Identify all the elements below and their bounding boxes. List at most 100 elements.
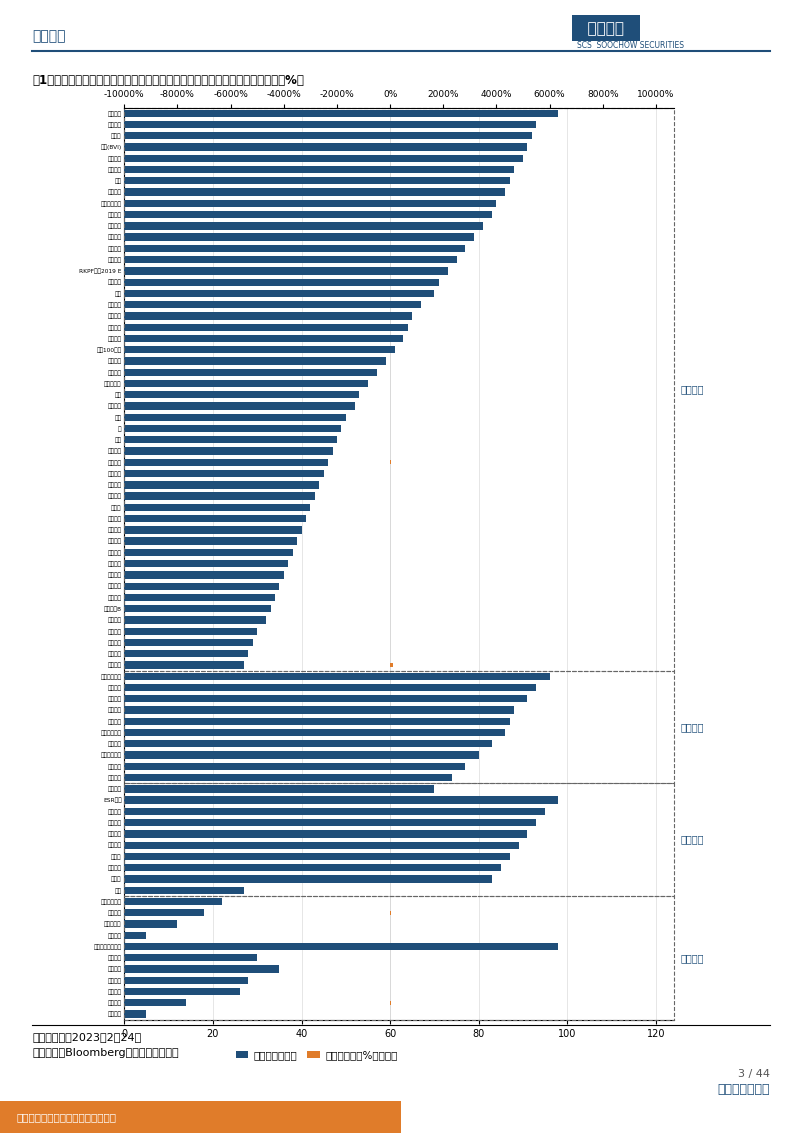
Bar [124, 717, 510, 725]
Bar [124, 628, 257, 634]
Text: 3 / 44: 3 / 44 [738, 1070, 770, 1079]
Bar [124, 391, 359, 399]
Bar [124, 785, 435, 792]
Text: 民营企业: 民营企业 [680, 384, 704, 394]
Bar [124, 965, 279, 973]
Bar [124, 324, 408, 331]
Bar [124, 650, 249, 657]
Bar [124, 425, 342, 432]
Bar [124, 290, 435, 297]
Text: 外资企业: 外资企业 [680, 953, 704, 963]
Text: 请务必阅读正文之后的免责声明部分: 请务必阅读正文之后的免责声明部分 [16, 1113, 116, 1122]
Bar [124, 729, 505, 736]
Text: 东吴证券研究所: 东吴证券研究所 [718, 1083, 770, 1097]
Bar [124, 346, 395, 353]
Bar [124, 133, 532, 139]
Bar [124, 696, 528, 702]
Bar [124, 954, 257, 962]
Bar [124, 999, 186, 1006]
Text: 公众企业: 公众企业 [680, 835, 704, 844]
Bar [124, 751, 479, 759]
Bar [124, 830, 528, 837]
Bar [124, 245, 465, 252]
Bar [124, 504, 310, 511]
Bar [124, 819, 537, 826]
Bar [124, 684, 537, 691]
Bar [124, 313, 412, 320]
Bar [124, 108, 674, 671]
Bar [390, 663, 393, 667]
Bar [124, 470, 324, 477]
Bar [124, 774, 452, 782]
Bar [124, 909, 204, 917]
Bar [124, 482, 319, 488]
Bar [124, 763, 465, 770]
Bar [124, 335, 403, 342]
Bar [124, 943, 558, 951]
Bar [124, 380, 368, 387]
Text: 数据来源：Bloomberg，东吴证券研究所: 数据来源：Bloomberg，东吴证券研究所 [32, 1048, 179, 1058]
Bar [124, 808, 545, 815]
Bar [124, 897, 222, 905]
Text: 固收点评: 固收点评 [32, 29, 66, 43]
Bar [124, 548, 293, 556]
Bar [124, 537, 297, 545]
Bar [124, 436, 337, 443]
Bar [124, 368, 377, 376]
Text: 国有企业: 国有企业 [680, 722, 704, 732]
Bar [124, 144, 528, 151]
Bar [124, 121, 537, 128]
Bar [124, 920, 177, 928]
Bar [124, 526, 302, 534]
Bar [124, 1011, 147, 1017]
Bar [124, 233, 474, 241]
Bar [124, 639, 253, 646]
Bar [124, 605, 270, 612]
Bar [124, 671, 674, 783]
Bar [124, 222, 483, 230]
Bar [124, 896, 674, 1020]
Bar [124, 188, 505, 196]
Bar [124, 211, 492, 219]
Bar [124, 673, 549, 680]
Text: SCS  SOOCHOW SECURITIES: SCS SOOCHOW SECURITIES [577, 41, 684, 50]
Bar [124, 783, 674, 896]
Bar [124, 110, 558, 117]
Text: 图1：不同类型企业发行中资地产美元债平均收盘价格及收益率情况（单位：元；%）: 图1：不同类型企业发行中资地产美元债平均收盘价格及收益率情况（单位：元；%） [32, 74, 304, 86]
Bar [124, 931, 147, 939]
Bar [124, 886, 244, 894]
Bar [124, 616, 266, 623]
Bar [124, 740, 492, 748]
Bar [124, 594, 275, 602]
Legend: 平均价格（元）, 平均收益率（%，上轴）: 平均价格（元）, 平均收益率（%，上轴） [232, 1046, 402, 1065]
Bar [124, 706, 514, 714]
Bar [124, 402, 354, 410]
Bar [124, 199, 496, 207]
Text: 东吴证券: 东吴证券 [577, 20, 635, 36]
Bar [124, 154, 523, 162]
Bar [124, 662, 244, 668]
Bar [124, 357, 386, 365]
Bar [124, 988, 240, 995]
Bar [124, 267, 448, 274]
Bar [124, 560, 288, 568]
Bar [124, 177, 510, 185]
Bar [124, 279, 439, 286]
Bar [124, 448, 333, 454]
Bar [124, 516, 306, 522]
Bar [124, 876, 492, 883]
Bar [124, 493, 315, 500]
Bar [124, 414, 346, 421]
Bar [124, 459, 328, 466]
Bar [124, 301, 421, 308]
Bar [124, 842, 519, 849]
Bar [124, 796, 558, 803]
Bar [124, 582, 279, 590]
Bar [124, 165, 514, 173]
Bar [124, 256, 456, 263]
Bar [124, 853, 510, 860]
Bar [124, 864, 501, 871]
Bar [124, 571, 284, 579]
Text: 注：数据截至2023年2月24日: 注：数据截至2023年2月24日 [32, 1032, 141, 1042]
Bar [124, 977, 249, 983]
